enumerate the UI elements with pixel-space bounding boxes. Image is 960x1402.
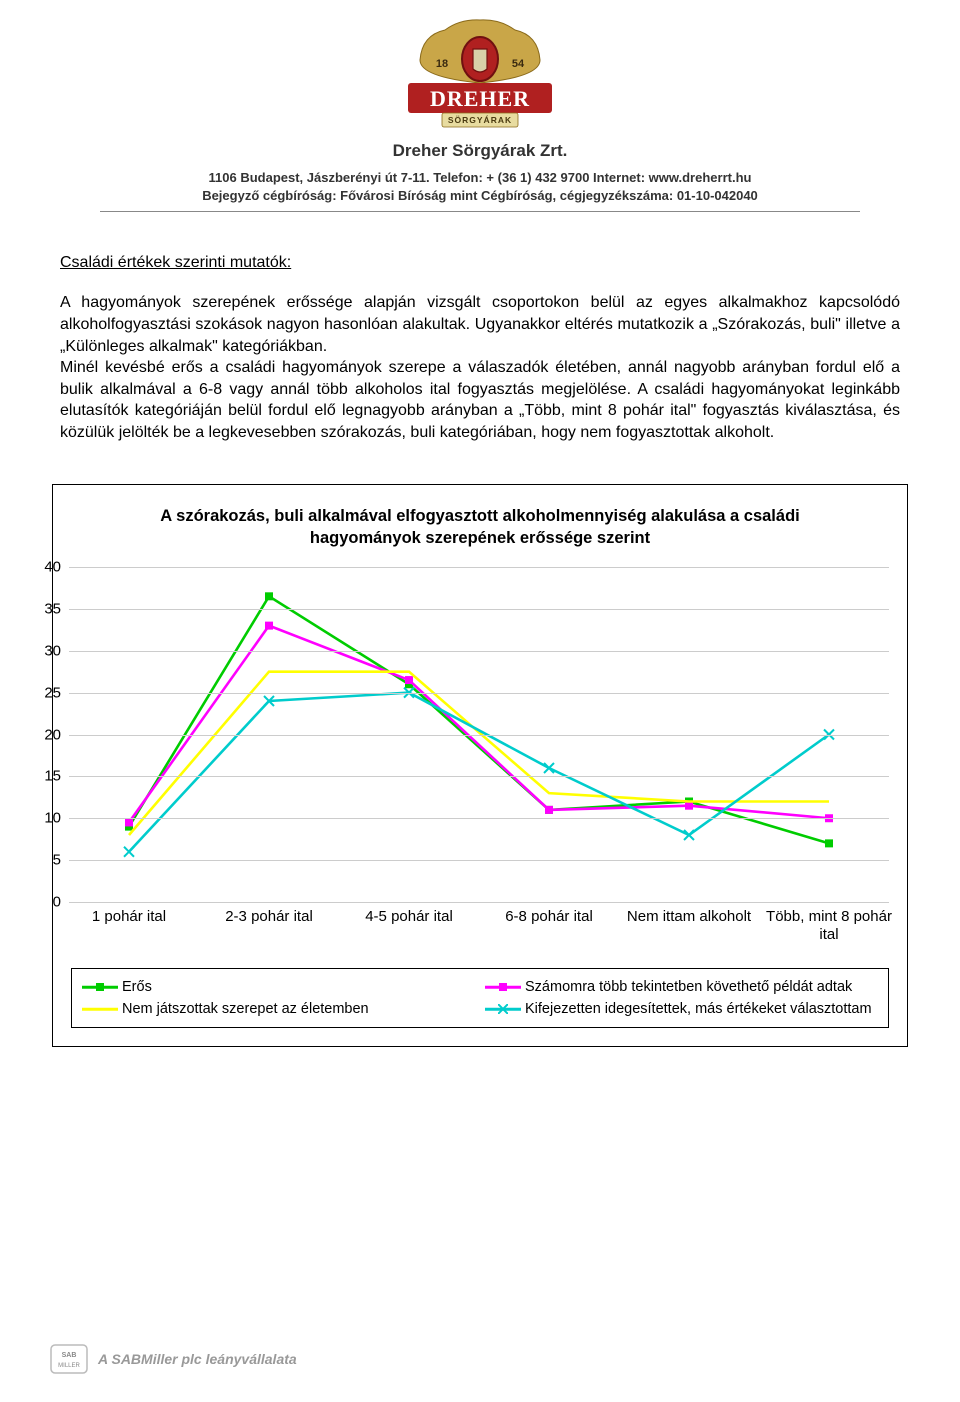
logo-year-right: 54 xyxy=(512,58,525,70)
grid-line xyxy=(69,860,889,861)
header-logo: 18 54 DREHER SÖRGYÁRAK xyxy=(60,15,900,135)
grid-line xyxy=(69,693,889,694)
sabmiller-logo-icon: SAB MILLER xyxy=(50,1344,88,1374)
section-heading: Családi értékek szerinti mutatók: xyxy=(60,254,900,272)
y-tick-label: 10 xyxy=(31,810,61,827)
company-info-line1: 1106 Budapest, Jászberényi út 7-11. Tele… xyxy=(60,169,900,187)
company-name: Dreher Sörgyárak Zrt. xyxy=(60,141,900,161)
legend-swatch xyxy=(82,1002,118,1016)
footer-text: A SABMiller plc leányvállalata xyxy=(98,1351,297,1367)
series-marker xyxy=(544,763,554,773)
company-info-line2: Bejegyző cégbíróság: Fővárosi Bíróság mi… xyxy=(60,187,900,205)
x-tick-label: 4-5 pohár ital xyxy=(365,908,453,926)
grid-line xyxy=(69,567,889,568)
svg-text:MILLER: MILLER xyxy=(58,1363,80,1369)
y-tick-label: 15 xyxy=(31,768,61,785)
legend-label: Számomra több tekintetben követhető péld… xyxy=(525,979,852,995)
series-marker xyxy=(684,830,694,840)
logo-brand: DREHER xyxy=(430,86,530,111)
y-tick-label: 0 xyxy=(31,894,61,911)
series-marker xyxy=(685,802,693,810)
chart-title: A szórakozás, buli alkalmával elfogyaszt… xyxy=(71,505,889,550)
series-line xyxy=(129,693,829,852)
y-tick-label: 20 xyxy=(31,726,61,743)
series-marker xyxy=(265,592,273,600)
legend-item: Kifejezetten idegesítettek, más értékeke… xyxy=(485,1001,878,1017)
body-paragraph: A hagyományok szerepének erőssége alapjá… xyxy=(60,292,900,443)
legend-item: Nem játszottak szerepet az életemben xyxy=(82,1001,475,1017)
y-tick-label: 30 xyxy=(31,642,61,659)
x-tick-label: 1 pohár ital xyxy=(92,908,166,926)
legend-swatch xyxy=(485,1002,521,1016)
grid-line xyxy=(69,776,889,777)
series-marker xyxy=(265,622,273,630)
logo-year-left: 18 xyxy=(436,58,448,70)
x-tick-label: 6-8 pohár ital xyxy=(505,908,593,926)
legend-swatch xyxy=(82,980,118,994)
legend-label: Kifejezetten idegesítettek, más értékeke… xyxy=(525,1001,872,1017)
x-tick-label: Több, mint 8 pohárital xyxy=(759,908,899,944)
series-marker xyxy=(405,676,413,684)
header-separator xyxy=(100,211,860,212)
series-marker xyxy=(545,806,553,814)
grid-line xyxy=(69,902,889,903)
y-tick-label: 25 xyxy=(31,684,61,701)
x-axis-labels: 1 pohár ital 2-3 pohár ital 4-5 pohár ital… xyxy=(69,908,889,954)
legend-swatch xyxy=(485,980,521,994)
company-info: 1106 Budapest, Jászberényi út 7-11. Tele… xyxy=(60,169,900,205)
y-tick-label: 5 xyxy=(31,852,61,869)
y-tick-label: 40 xyxy=(31,559,61,576)
x-tick-label: Nem ittam alkoholt xyxy=(627,908,751,926)
series-marker xyxy=(124,847,134,857)
series-marker xyxy=(825,839,833,847)
svg-text:SAB: SAB xyxy=(62,1352,77,1359)
grid-line xyxy=(69,735,889,736)
page-footer: SAB MILLER A SABMiller plc leányvállalat… xyxy=(50,1344,297,1374)
legend-item: Erős xyxy=(82,979,475,995)
grid-line xyxy=(69,609,889,610)
logo-sub: SÖRGYÁRAK xyxy=(448,115,512,125)
legend-item: Számomra több tekintetben követhető péld… xyxy=(485,979,878,995)
series-line xyxy=(129,596,829,843)
y-tick-label: 35 xyxy=(31,600,61,617)
legend-label: Erős xyxy=(122,979,152,995)
chart-legend: Erős Számomra több tekintetben követhető … xyxy=(71,968,889,1028)
grid-line xyxy=(69,818,889,819)
legend-label: Nem játszottak szerepet az életemben xyxy=(122,1001,369,1017)
chart-container: A szórakozás, buli alkalmával elfogyaszt… xyxy=(52,484,908,1048)
grid-line xyxy=(69,651,889,652)
series-marker xyxy=(125,819,133,827)
chart-plot-area: 0510152025303540 xyxy=(31,567,889,902)
dreher-logo-icon: 18 54 DREHER SÖRGYÁRAK xyxy=(400,15,560,130)
x-tick-label: 2-3 pohár ital xyxy=(225,908,313,926)
